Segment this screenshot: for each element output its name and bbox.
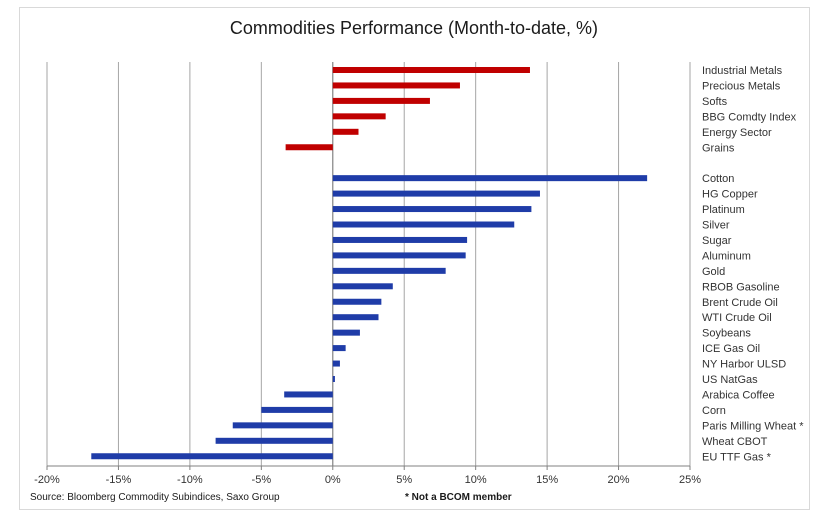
bar [332,82,460,89]
category-label: BBG Comdty Index [702,111,797,123]
bar [332,376,335,382]
category-label: Platinum [702,204,745,216]
category-label: Precious Metals [702,80,781,92]
bar [332,221,515,228]
source-note: Source: Bloomberg Commodity Subindices, … [30,492,280,503]
bar [332,113,386,120]
bar [215,437,333,444]
bar [332,267,446,274]
category-label: Arabica Coffee [702,389,775,401]
x-tick-label: 20% [608,474,630,486]
category-label: ICE Gas Oil [702,343,760,355]
bar [332,128,359,135]
chart-frame [19,7,810,510]
category-label: Aluminum [702,250,751,262]
bar [332,97,430,104]
category-label: Sugar [702,235,732,247]
x-tick-label: 15% [536,474,558,486]
bar [332,252,466,259]
bar [332,329,360,336]
gridlines [46,62,691,466]
bar [332,206,532,213]
member-note: * Not a BCOM member [405,492,512,503]
bar [332,360,340,367]
category-label: Paris Milling Wheat * [702,420,804,432]
category-label: RBOB Gasoline [702,281,780,293]
bar [332,236,468,243]
x-tick-label: -20% [34,474,60,486]
category-labels: Industrial Metals Precious Metals Softs BBG… [702,65,804,463]
category-label: Soybeans [702,328,751,340]
category-label: Cotton [702,173,734,185]
chart-title: Commodities Performance (Month-to-date, … [229,18,599,38]
category-label: Gold [702,266,725,278]
bar [332,190,540,197]
category-label: WTI Crude Oil [702,312,772,324]
bar [332,345,346,352]
category-label: Industrial Metals [702,65,783,77]
category-label: HG Copper [702,189,758,201]
category-label: US NatGas [702,374,758,386]
bars [91,67,648,460]
bar [285,144,333,151]
bar [332,175,648,182]
category-label: Brent Crude Oil [702,297,778,309]
x-tick-label: 10% [465,474,487,486]
bar [332,298,382,305]
x-tick-label: -10% [177,474,203,486]
x-tick-label: 5% [396,474,412,486]
x-tick-label: 0% [325,474,341,486]
category-label: Corn [702,405,726,417]
bar [332,314,379,321]
category-label: EU TTF Gas * [702,451,772,463]
bar [284,391,333,398]
x-tick-label: -5% [252,474,272,486]
bar [261,406,333,413]
bar [91,453,333,460]
category-label: Grains [702,142,735,154]
bar [332,67,530,73]
x-tick-label: 25% [679,474,701,486]
x-tick-label: -15% [106,474,132,486]
category-label: Energy Sector [702,127,772,139]
x-axis: -20% -15% -10% -5% 0% 5% 10% 15% 20% 25% [34,465,701,486]
bar [332,283,393,290]
category-label: Wheat CBOT [702,436,768,448]
bar [232,422,333,429]
category-label: Softs [702,96,728,108]
category-label: NY Harbor ULSD [702,359,786,371]
category-label: Silver [702,220,730,232]
